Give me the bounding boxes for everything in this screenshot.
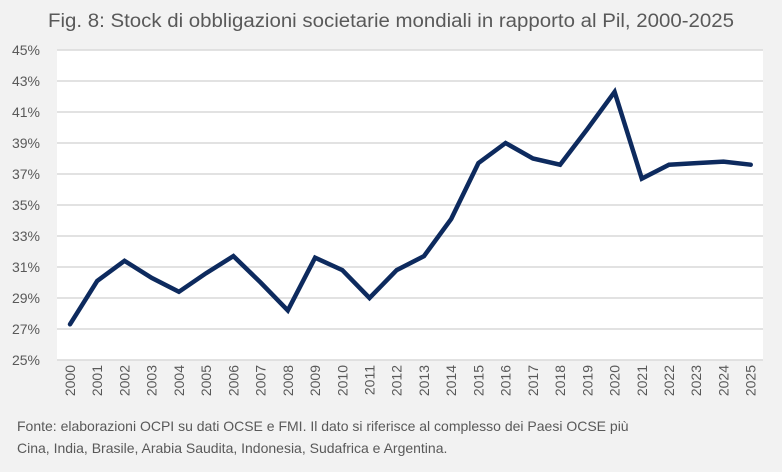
x-tick-label: 2001 bbox=[89, 365, 105, 396]
x-tick-label: 2018 bbox=[552, 365, 568, 396]
x-tick-label: 2012 bbox=[389, 365, 405, 396]
y-axis-tick-labels: 25% 27% 29% 31% 33% 35% 37% 39% 41% 43% 45% bbox=[12, 42, 40, 368]
y-tick-label: 33% bbox=[12, 228, 40, 244]
y-tick-label: 45% bbox=[12, 42, 40, 58]
gridlines bbox=[57, 49, 763, 361]
x-tick-label: 2019 bbox=[579, 365, 595, 396]
x-tick-label: 2006 bbox=[225, 365, 241, 396]
x-tick-label: 2023 bbox=[688, 365, 704, 396]
x-tick-label: 2008 bbox=[280, 365, 296, 396]
y-tick-label: 43% bbox=[12, 73, 40, 89]
data-series bbox=[67, 86, 753, 327]
footnote-line-2: Cina, India, Brasile, Arabia Saudita, In… bbox=[17, 440, 448, 456]
footnote: Fonte: elaborazioni OCPI su dati OCSE e … bbox=[17, 415, 767, 459]
x-tick-label: 2022 bbox=[661, 365, 677, 396]
x-tick-label: 2010 bbox=[334, 365, 350, 396]
x-tick-label: 2020 bbox=[607, 365, 623, 396]
y-tick-label: 37% bbox=[12, 166, 40, 182]
x-tick-label: 2000 bbox=[62, 365, 78, 396]
x-axis-tick-labels: 2000 2001 2002 2003 2004 2005 2006 2007 2008 2009… bbox=[62, 365, 759, 396]
series-line bbox=[67, 86, 753, 327]
y-tick-label: 29% bbox=[12, 290, 40, 306]
x-tick-label: 2024 bbox=[715, 365, 731, 396]
x-tick-label: 2021 bbox=[634, 365, 650, 396]
x-tick-label: 2011 bbox=[362, 365, 378, 395]
x-tick-label: 2004 bbox=[171, 365, 187, 396]
x-tick-label: 2015 bbox=[470, 365, 486, 396]
x-tick-label: 2003 bbox=[144, 365, 160, 396]
y-tick-label: 27% bbox=[12, 321, 40, 337]
x-tick-label: 2005 bbox=[198, 365, 214, 396]
x-tick-label: 2013 bbox=[416, 365, 432, 396]
x-tick-label: 2009 bbox=[307, 365, 323, 396]
y-tick-label: 25% bbox=[12, 352, 40, 368]
y-tick-label: 39% bbox=[12, 135, 40, 151]
x-tick-label: 2017 bbox=[525, 365, 541, 396]
x-tick-label: 2014 bbox=[443, 365, 459, 396]
y-tick-label: 35% bbox=[12, 197, 40, 213]
x-tick-label: 2025 bbox=[743, 365, 759, 396]
x-tick-label: 2002 bbox=[116, 365, 132, 396]
x-tick-label: 2016 bbox=[498, 365, 514, 396]
x-tick-label: 2007 bbox=[253, 365, 269, 396]
chart-title: Fig. 8: Stock di obbligazioni societarie… bbox=[48, 11, 734, 32]
footnote-line-1: Fonte: elaborazioni OCPI su dati OCSE e … bbox=[17, 418, 629, 434]
y-tick-label: 31% bbox=[12, 259, 40, 275]
y-tick-label: 41% bbox=[12, 104, 40, 120]
